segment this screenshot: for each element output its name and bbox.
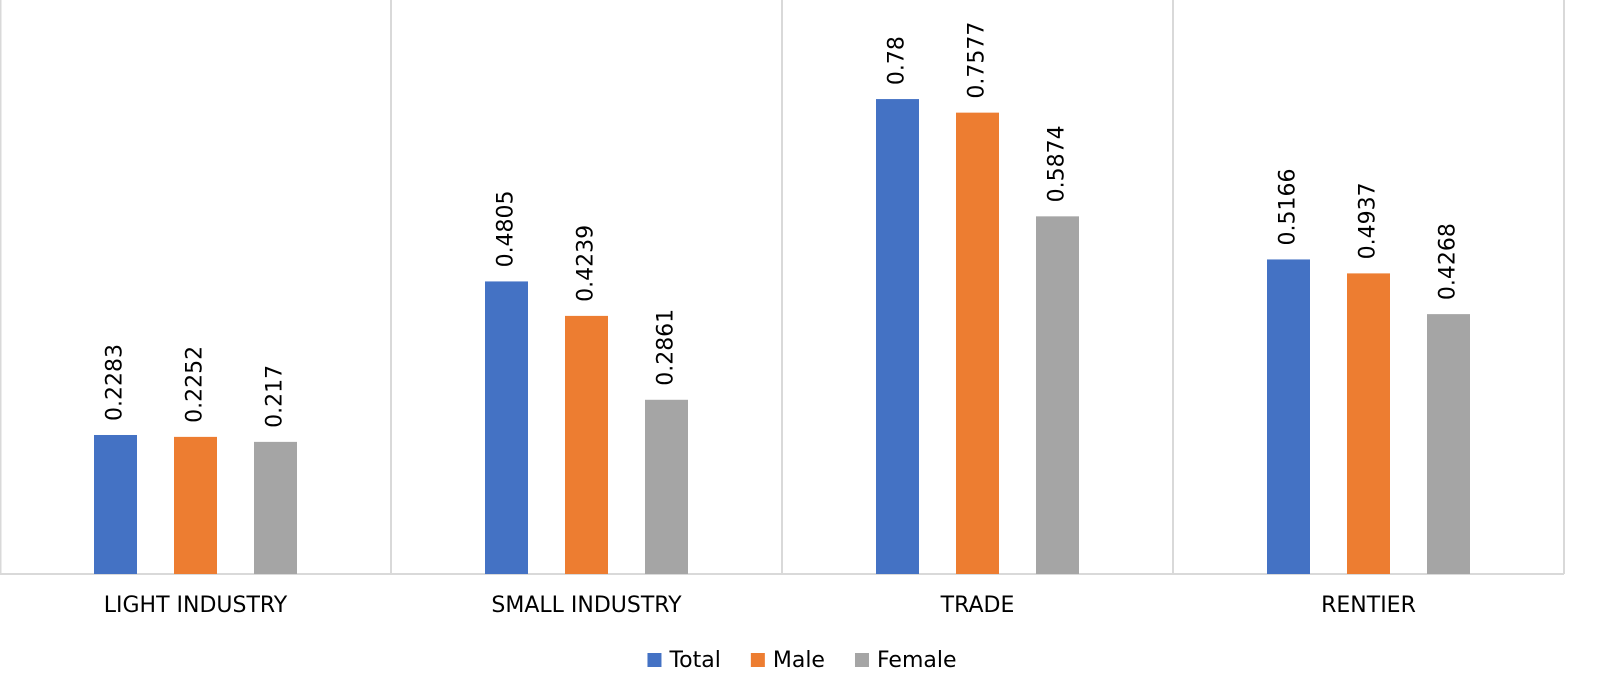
data-label: 0.7577 xyxy=(965,22,990,99)
data-label: 0.4937 xyxy=(1356,182,1381,259)
data-label: 0.2252 xyxy=(183,346,208,423)
legend-swatch xyxy=(750,653,765,667)
data-label: 0.4239 xyxy=(574,225,599,302)
bar xyxy=(956,112,999,574)
bar xyxy=(254,441,297,574)
data-label: 0.4805 xyxy=(494,190,519,267)
bar xyxy=(1036,216,1079,574)
bar xyxy=(1427,314,1470,574)
data-label: 0.2283 xyxy=(103,344,128,421)
bar xyxy=(876,99,919,575)
legend-swatch xyxy=(854,653,869,667)
bar xyxy=(174,436,217,574)
x-tick-label: LIGHT INDUSTRY xyxy=(104,593,288,618)
bar xyxy=(94,434,137,574)
bar xyxy=(1267,259,1310,574)
data-label: 0.5166 xyxy=(1276,168,1301,245)
data-label: 0.78 xyxy=(885,36,910,85)
x-tick-label: TRADE xyxy=(940,593,1015,618)
bar xyxy=(1347,273,1390,574)
bar xyxy=(645,399,688,574)
data-label: 0.2861 xyxy=(654,309,679,386)
x-tick-label: SMALL INDUSTRY xyxy=(491,593,682,618)
legend-label: Male xyxy=(773,648,825,673)
x-tick-label: RENTIER xyxy=(1321,593,1416,618)
legend-label: Total xyxy=(668,648,720,673)
data-label: 0.217 xyxy=(263,365,288,428)
legend-label: Female xyxy=(877,648,957,673)
data-label: 0.4268 xyxy=(1436,223,1461,300)
legend-swatch xyxy=(647,653,662,667)
data-label: 0.5874 xyxy=(1045,125,1070,202)
bar xyxy=(565,315,608,574)
bar xyxy=(485,281,528,574)
